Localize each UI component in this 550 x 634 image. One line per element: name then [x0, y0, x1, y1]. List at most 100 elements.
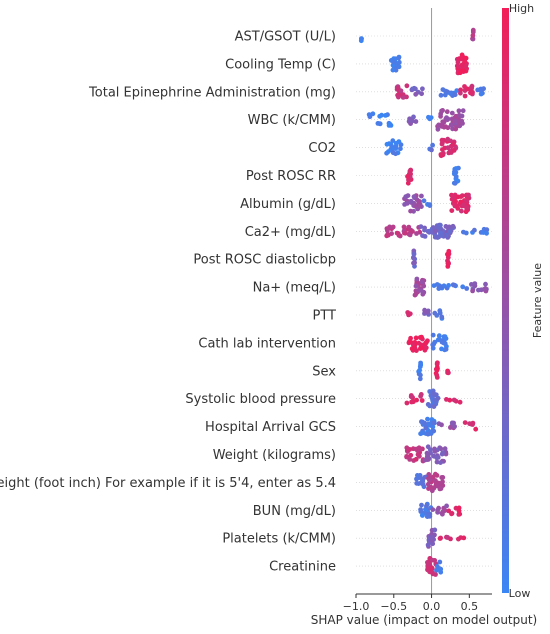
feature-label: PTT — [313, 309, 337, 324]
x-axis-ticks: −1.0 −0.5 0.0 0.5 — [343, 594, 478, 613]
shap-point — [461, 229, 466, 235]
shap-point — [387, 224, 392, 230]
shap-point — [452, 424, 457, 429]
shap-point — [449, 208, 455, 214]
feature-label: Ca2+ (mg/dL) — [245, 225, 336, 240]
shap-point — [427, 389, 433, 394]
shap-point — [413, 283, 419, 289]
colorbar-high-label: High — [509, 2, 534, 15]
shap-point — [404, 201, 410, 206]
shap-point — [448, 536, 453, 542]
feature-label: Albumin (g/dL) — [240, 197, 336, 212]
shap-point — [462, 420, 468, 425]
shap-point — [461, 535, 467, 541]
shap-point — [411, 251, 417, 257]
feature-label: AST/GSOT (U/L) — [235, 30, 336, 45]
shap-point — [456, 508, 462, 514]
shap-point — [459, 55, 464, 61]
shap-point — [454, 204, 460, 210]
shap-point — [418, 393, 423, 399]
shap-point — [425, 481, 431, 487]
shap-point — [445, 145, 451, 151]
shap-point — [431, 420, 437, 426]
shap-point — [366, 112, 372, 117]
shap-point — [430, 225, 436, 231]
shap-point — [419, 193, 424, 199]
shap-point — [483, 281, 488, 287]
shap-point — [394, 230, 400, 236]
shap-point — [407, 232, 413, 238]
shap-point — [431, 428, 437, 434]
shap-point — [430, 342, 436, 348]
shap-point — [442, 446, 448, 452]
shap-point — [430, 332, 436, 338]
shap-point — [421, 283, 427, 289]
shap-point — [408, 452, 414, 458]
shap-point — [419, 398, 425, 403]
feature-label: Hospital Arrival GCS — [205, 420, 336, 435]
shap-point — [419, 334, 424, 340]
shap-point — [413, 456, 419, 462]
shap-point — [481, 86, 486, 92]
shap-point — [448, 91, 453, 96]
shap-point — [461, 202, 467, 208]
shap-point — [472, 281, 478, 286]
shap-point — [404, 83, 410, 89]
shap-point — [458, 87, 463, 93]
shap-point — [439, 124, 445, 129]
shap-point — [416, 445, 422, 451]
shap-point — [418, 372, 423, 378]
shap-point — [470, 89, 475, 95]
shap-point — [422, 474, 428, 480]
shap-point — [447, 229, 453, 235]
shap-point — [427, 202, 433, 208]
shap-point — [439, 233, 445, 239]
shap-point — [442, 92, 448, 98]
shap-point — [436, 226, 442, 231]
shap-point — [429, 565, 435, 571]
shap-point — [413, 335, 419, 341]
shap-point — [446, 283, 451, 288]
shap-point — [464, 286, 470, 291]
shap-point — [466, 192, 471, 198]
shap-point — [410, 341, 416, 347]
shap-point — [433, 572, 438, 577]
shap-point — [444, 109, 450, 115]
shap-point — [473, 426, 479, 432]
shap-point — [443, 124, 448, 130]
shap-point — [445, 224, 451, 230]
shap-point — [425, 431, 431, 437]
data-points — [358, 27, 490, 577]
shap-point — [440, 147, 445, 153]
feature-label: Post ROSC RR — [246, 169, 336, 184]
shap-point — [484, 227, 490, 233]
feature-label: Sex — [312, 364, 336, 379]
shap-point — [421, 198, 427, 204]
shap-point — [424, 514, 430, 519]
shap-point — [445, 261, 451, 266]
feature-labels: AST/GSOT (U/L) Cooling Temp (C) Total Epin… — [0, 30, 336, 575]
shap-point — [450, 223, 456, 229]
colorbar — [502, 8, 509, 593]
shap-point — [414, 348, 419, 353]
shap-point — [438, 92, 444, 98]
shap-point — [370, 111, 376, 117]
shap-point — [396, 94, 401, 100]
feature-label: Total Epinephrine Administration (mg) — [88, 85, 336, 100]
shap-point — [383, 113, 388, 118]
shap-point — [406, 312, 411, 318]
shap-point — [419, 502, 424, 508]
shap-point — [420, 86, 425, 92]
shap-point — [415, 452, 421, 457]
shap-point — [437, 559, 443, 565]
shap-point — [415, 473, 420, 478]
shap-point — [436, 333, 442, 339]
shap-point — [417, 376, 423, 382]
shap-point — [429, 557, 435, 563]
feature-label: Systolic blood pressure — [185, 392, 336, 407]
shap-point — [427, 447, 433, 453]
feature-label: Na+ (meq/L) — [253, 281, 336, 296]
shap-point — [393, 140, 399, 146]
shap-point — [412, 292, 418, 298]
shap-point — [430, 507, 436, 512]
